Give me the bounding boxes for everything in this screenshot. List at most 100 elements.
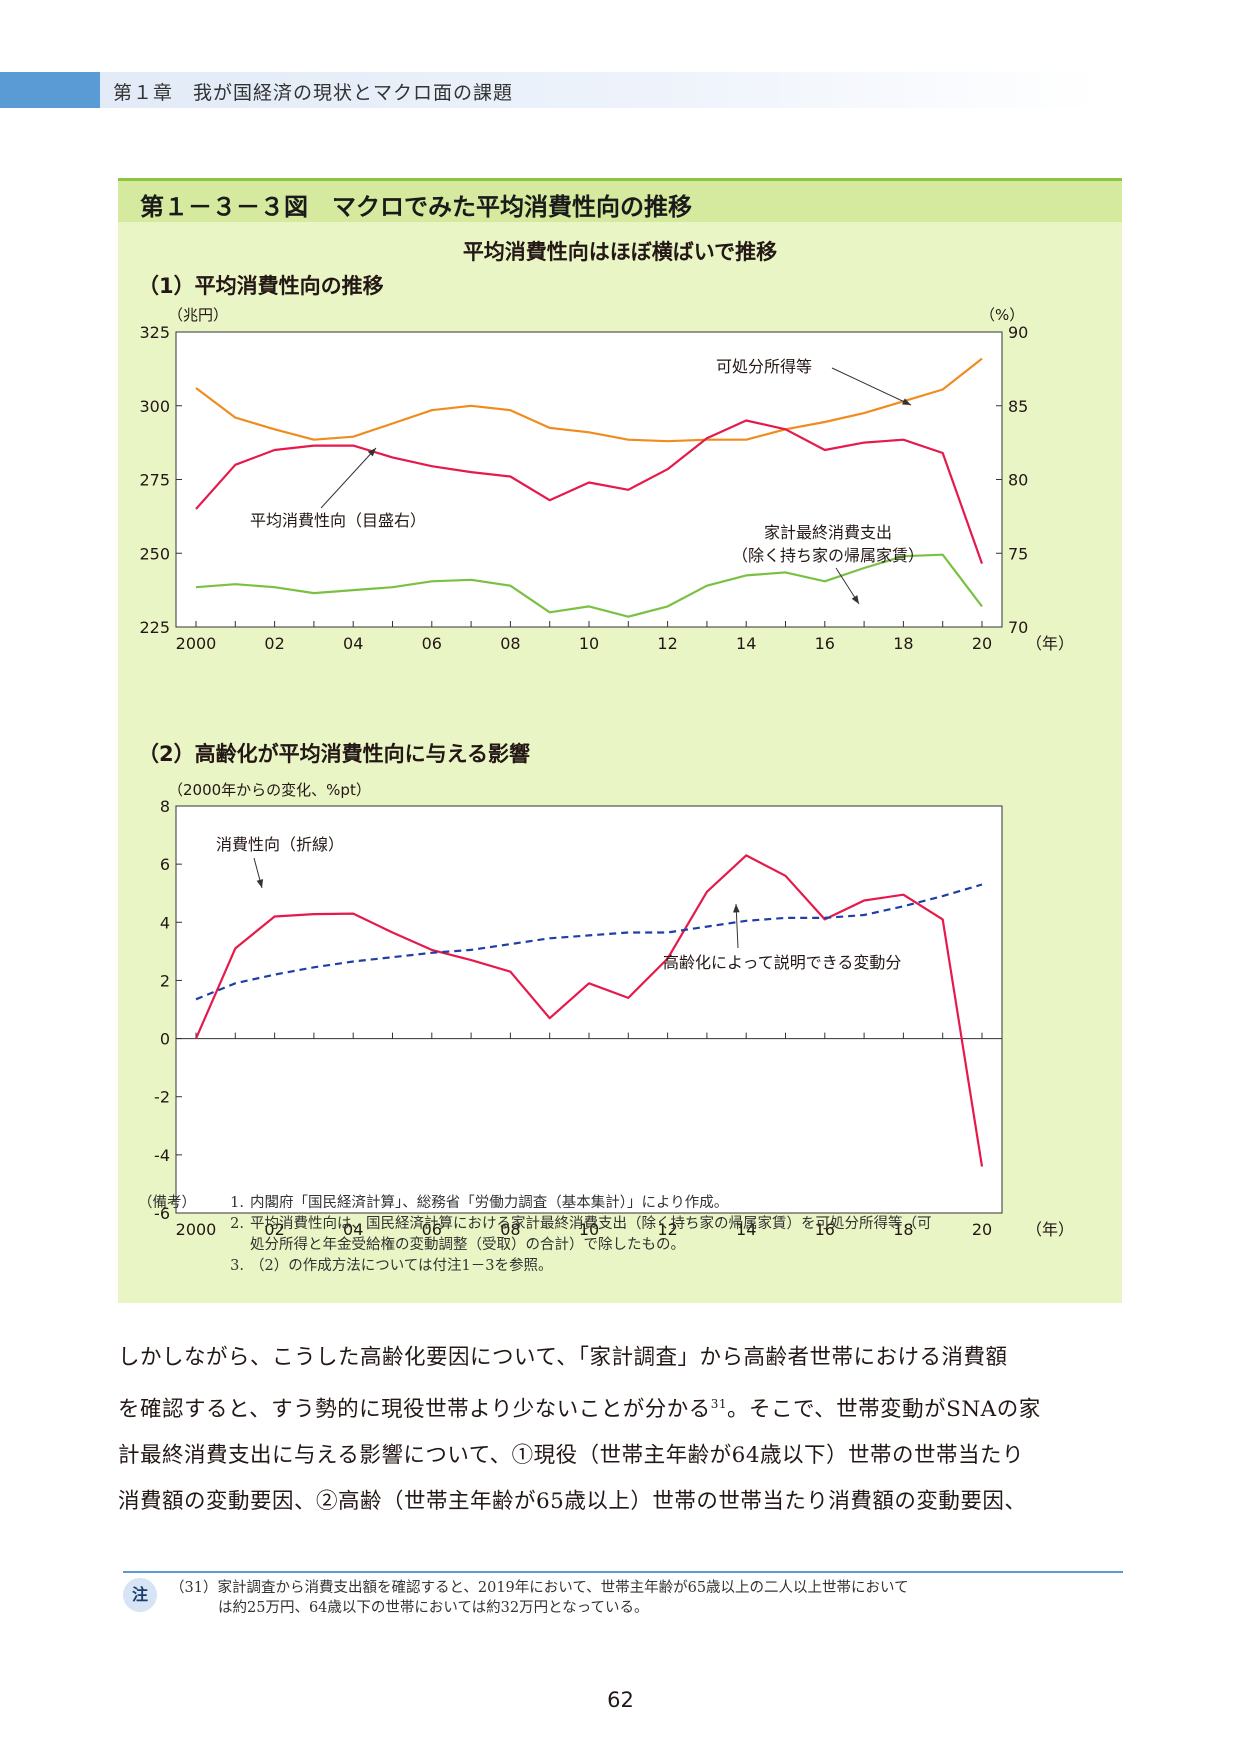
figure-panel: 第１－３－３図 マクロでみた平均消費性向の推移 平均消費性向はほぼ横ばいで推移 … (118, 178, 1122, 1303)
series-line-0 (194, 854, 984, 1167)
series-line-1 (195, 883, 983, 1001)
x-tick-label: 12 (657, 1220, 677, 1239)
series-line-0 (195, 357, 983, 443)
series-line-2 (195, 419, 984, 564)
body-line: 計最終消費支出に与える影響について、①現役（世帯主年齢が64歳以下）世帯の世帯当… (118, 1433, 1123, 1479)
annotation-propensity: 平均消費性向（目盛右） (250, 511, 426, 530)
x-tick-label: 20 (972, 1220, 992, 1239)
footnote-line: （31）家計調査から消費支出額を確認すると、2019年において、世帯主年齢が65… (170, 1580, 909, 1596)
annotation-arrow-income-head (902, 398, 911, 405)
note-key (138, 1235, 218, 1256)
x-tick-label: 18 (893, 1220, 913, 1239)
x-tick-label: 14 (736, 634, 756, 653)
x-tick-label: 12 (657, 634, 677, 653)
x-tick-label: 04 (343, 1220, 363, 1239)
annotation-arrow-aging-head (733, 904, 740, 913)
x-tick-label: 14 (736, 1220, 756, 1239)
y-tick-label-right: 80 (1008, 471, 1028, 490)
x-tick-label: 04 (343, 634, 363, 653)
body-line: 消費額の変動要因、②高齢（世帯主年齢が65歳以上）世帯の世帯当たり消費額の変動要… (118, 1479, 1123, 1525)
note-number (218, 1235, 250, 1256)
annotation-arrow-propensity-head (256, 879, 264, 888)
x-tick-label: 06 (422, 1220, 442, 1239)
note-key: （備考） (138, 1195, 196, 1211)
x-axis-unit: （年） (1026, 634, 1074, 653)
annotation-arrow-consumption-head (851, 595, 859, 604)
chart-1-svg: 325 300 275 250 225 90 85 80 75 70 2000 02 04 06 08 10 1… (139, 306, 1074, 653)
y-tick-label-right: 70 (1008, 618, 1028, 637)
y-tick-label-right: 85 (1008, 397, 1028, 416)
y-tick-label-left: -4 (154, 1146, 170, 1165)
x-tick-label: 10 (579, 1220, 599, 1239)
body-line: を確認すると、すう勢的に現役世帯より少ないことが分かる31。そこで、世帯変動がS… (118, 1381, 1123, 1433)
body-text-span: 計最終消費支出に与える影響について、①現役（世帯主年齢が64歳以下）世帯の世帯当… (118, 1443, 1024, 1469)
x-tick-label: 2000 (176, 634, 217, 653)
body-text-span: しかしながら、こうした高齢化要因について、「家計調査」から高齢者世帯における消費… (118, 1345, 1008, 1370)
chapter-header-tab (0, 72, 100, 108)
page-number: 62 (607, 1688, 634, 1712)
note-row: 2. 平均消費性向は、国民経済計算における家計最終消費支出（除く持ち家の帰属家賃… (138, 1214, 1110, 1235)
series-line-1 (195, 553, 983, 618)
y-tick-label-left: 8 (160, 797, 170, 816)
annotation-propensity: 消費性向（折線） (216, 835, 344, 854)
note-text: 処分所得と年金受給権の変動調整（受取）の合計）で除したもの。 (250, 1237, 685, 1253)
note-number: 1. (230, 1195, 244, 1211)
annotation-consumption-line1: 家計最終消費支出 (764, 523, 892, 542)
footnote-badge: 注 (123, 1578, 157, 1612)
figure-notes: （備考） 1. 内閣府「国民経済計算」、総務省「労働力調査（基本集計）」により作… (138, 1193, 1110, 1277)
body-text: しかしながら、こうした高齢化要因について、「家計調査」から高齢者世帯における消費… (118, 1335, 1123, 1525)
annotation-arrow-income (831, 367, 912, 406)
body-text-span: 。そこで、世帯変動がSNAの家 (727, 1397, 1041, 1423)
x-tick-label: 02 (264, 634, 284, 653)
annotation-consumption-line2: （除く持ち家の帰属家賃） (732, 546, 924, 565)
y-tick-label-left: 6 (160, 855, 170, 874)
figure-title-bar: 第１－３－３図 マクロでみた平均消費性向の推移 (118, 178, 1122, 222)
figure-subtitle: 平均消費性向はほぼ横ばいで推移 (462, 240, 778, 264)
note-row: 3. （2）の作成方法については付注1－3を参照。 (138, 1256, 1110, 1277)
x-tick-label: 06 (422, 634, 442, 653)
footnote-line: は約25万円、64歳以下の世帯においては約32万円となっている。 (218, 1600, 649, 1616)
x-axis-unit: （年） (1026, 1220, 1074, 1239)
annotation-aging: 高齢化によって説明できる変動分 (663, 953, 901, 972)
plot-area (175, 805, 1003, 1214)
y-tick-label-right: 75 (1008, 544, 1028, 563)
note-text: （2）の作成方法については付注1－3を参照。 (250, 1258, 553, 1274)
body-text-span: 消費額の変動要因、②高齢（世帯主年齢が65歳以上）世帯の世帯当たり消費額の変動要… (118, 1489, 1027, 1515)
chart2-section-title: （2）高齢化が平均消費性向に与える影響 (138, 742, 530, 766)
plot-area (175, 331, 1003, 628)
footnote-rule (123, 1571, 1123, 1573)
figure-title: 第１－３－３図 マクロでみた平均消費性向の推移 (140, 193, 692, 221)
x-tick-label: 16 (815, 1220, 835, 1239)
chapter-header: 第１章 我が国経済の現状とマクロ面の課題 (0, 72, 1100, 108)
note-key (138, 1214, 218, 1235)
note-text: 平均消費性向は、国民経済計算における家計最終消費支出（除く持ち家の帰属家賃）を可… (250, 1216, 932, 1232)
x-tick-label: 2000 (176, 1220, 217, 1239)
chart1-section-title: （1）平均消費性向の推移 (138, 274, 384, 298)
y-axis-unit: （2000年からの変化、%pt） (168, 781, 371, 799)
x-tick-label: 18 (893, 634, 913, 653)
footnote-text: （31）家計調査から消費支出額を確認すると、2019年において、世帯主年齢が65… (170, 1578, 1125, 1618)
x-tick-label: 02 (264, 1220, 284, 1239)
note-key (138, 1256, 218, 1277)
y-tick-label-left: -6 (154, 1204, 170, 1223)
y-tick-label-left: 250 (139, 544, 170, 563)
note-row: （備考） 1. 内閣府「国民経済計算」、総務省「労働力調査（基本集計）」により作… (138, 1193, 1110, 1214)
y-tick-label-left: 0 (160, 1030, 170, 1049)
y-tick-label-left: 2 (160, 971, 170, 990)
x-tick-label: 10 (579, 634, 599, 653)
y-tick-label-left: 275 (139, 471, 170, 490)
chapter-title: 第１章 我が国経済の現状とマクロ面の課題 (113, 82, 514, 104)
y-tick-label-left: 325 (139, 323, 170, 342)
body-text-span: を確認すると、すう勢的に現役世帯より少ないことが分かる (118, 1397, 711, 1423)
y-axis-unit-left: （兆円） (168, 306, 228, 324)
x-tick-label: 16 (815, 634, 835, 653)
y-tick-label-left: 4 (160, 913, 170, 932)
x-tick-label: 20 (972, 634, 992, 653)
note-row: 処分所得と年金受給権の変動調整（受取）の合計）で除したもの。 (138, 1235, 1110, 1256)
x-tick-label: 08 (500, 634, 520, 653)
annotation-arrow-propensity-head (367, 448, 376, 457)
note-number: 3. (230, 1258, 244, 1274)
y-tick-label-right: 90 (1008, 323, 1028, 342)
y-axis-unit-right: （%） (980, 306, 1024, 324)
